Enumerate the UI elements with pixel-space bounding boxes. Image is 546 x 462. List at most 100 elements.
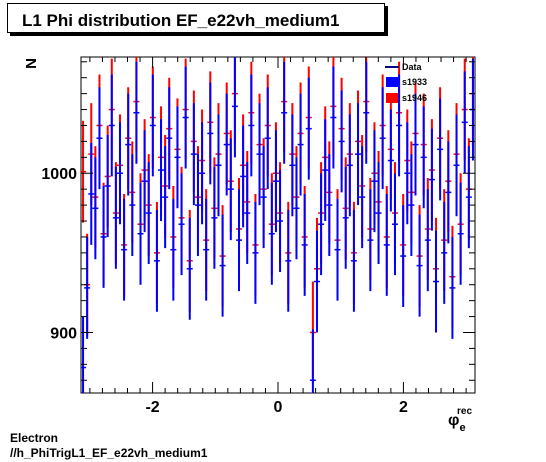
data-point-s1933-79: [404, 122, 411, 225]
data-point-s1933-39: [240, 125, 247, 228]
data-point-s1933-33: [215, 114, 222, 217]
data-point-s1933-1: [84, 236, 91, 339]
data-marks: [81, 57, 475, 393]
data-point-s1933-89: [445, 141, 452, 244]
data-point-s1933-71: [371, 130, 378, 233]
axes: -2 0 2 900 1000: [41, 57, 475, 416]
data-point-s1933-86: [433, 230, 440, 333]
data-point-s1933-73: [379, 87, 386, 190]
data-point-s1933-37: [231, 57, 238, 158]
data-point-s1933-29: [199, 122, 206, 225]
data-point-s1933-87: [437, 98, 444, 201]
data-point-s1933-51: [289, 114, 296, 217]
data-point-s1933-64: [342, 166, 349, 269]
data-point-s1933-13: [133, 61, 140, 164]
data-point-s1933-68: [359, 146, 366, 249]
data-point-s1933-88: [441, 201, 448, 304]
data-point-s1933-42: [252, 201, 259, 304]
data-point-s1933-65: [346, 114, 353, 217]
data-point-s1933-80: [408, 154, 415, 257]
data-point-s1933-76: [391, 173, 398, 276]
data-point-s1933-41: [248, 74, 255, 177]
data-point-s1933-2: [88, 142, 95, 245]
data-point-s1933-91: [453, 114, 460, 217]
data-point-s1933-85: [428, 128, 435, 231]
data-point-s1933-59: [322, 119, 329, 222]
data-point-s1933-4: [96, 87, 103, 190]
x-tick-label: -2: [145, 399, 159, 416]
data-point-s1933-12: [129, 154, 136, 257]
data-point-s1933-47: [272, 130, 279, 233]
data-point-s1933-8: [112, 166, 119, 269]
legend-entry-s1946: s1946: [386, 93, 427, 103]
data-point-s1933-74: [383, 193, 390, 296]
data-point-s1933-6: [104, 135, 111, 237]
legend-label: s1946: [402, 93, 427, 103]
data-point-s1933-69: [363, 61, 370, 164]
data-point-s1933-44: [260, 146, 267, 249]
data-point-s1933-83: [420, 106, 427, 209]
data-point-s1933-40: [244, 162, 251, 265]
data-point-s1933-20: [162, 146, 169, 249]
data-point-s1933-66: [350, 209, 357, 312]
data-point-s1933-53: [297, 93, 304, 196]
data-point-s1933-16: [145, 162, 152, 265]
data-point-s1933-78: [400, 205, 407, 308]
y-tick-label: 1000: [41, 166, 77, 183]
data-point-s1933-67: [355, 103, 362, 206]
data-point-s1933-28: [194, 154, 201, 257]
legend: Data s1933 s1946: [385, 62, 427, 103]
data-point-s1933-94: [465, 146, 472, 249]
data-point-s1933-81: [412, 93, 419, 196]
data-point-s1933-35: [223, 93, 230, 196]
data-point-s1933-55: [305, 77, 312, 180]
title-box: L1 Phi distribution EF_e22vh_medium1: [7, 3, 385, 33]
y-tick-label: 900: [50, 325, 77, 342]
data-point-s1933-9: [116, 122, 123, 225]
data-point-s1933-43: [256, 103, 263, 206]
series-s1933: [81, 57, 475, 393]
data-point-s1933-14: [137, 182, 144, 285]
data-point-s1933-30: [203, 198, 210, 301]
y-axis-label: N: [23, 58, 40, 69]
data-point-s1933-48: [277, 170, 284, 272]
data-point-s1933-77: [396, 74, 403, 177]
data-point-s1933-82: [416, 214, 423, 317]
legend-label: Data: [402, 62, 423, 72]
data-point-s1933-84: [424, 189, 431, 292]
data-point-s1933-23: [174, 106, 181, 209]
data-point-s1933-70: [367, 189, 374, 292]
data-point-s1933-31: [207, 82, 214, 185]
data-point-s1933-24: [178, 173, 185, 276]
x-tick-label: 0: [274, 399, 283, 416]
data-point-s1933-36: [227, 138, 234, 241]
data-point-s1933-26: [186, 217, 193, 320]
x-axis-label: φe: [448, 412, 466, 434]
data-point-s1933-22: [170, 198, 177, 301]
data-point-s1933-46: [268, 182, 275, 285]
footer-histogram-name: //h_PhiTrigL1_EF_e22vh_medium1: [10, 446, 208, 460]
data-point-s1933-58: [318, 173, 325, 276]
data-point-s1933-5: [100, 185, 107, 288]
data-point-s1933-38: [236, 189, 243, 292]
x-tick-label: 2: [399, 399, 408, 416]
data-point-s1933-50: [285, 209, 292, 312]
legend-entry-Data: Data: [385, 62, 423, 72]
data-point-s1933-63: [338, 90, 345, 193]
data-point-s1933-75: [387, 109, 394, 212]
data-point-s1933-72: [375, 162, 382, 265]
data-point-s1933-34: [219, 214, 226, 317]
data-point-s1946-0: [81, 120, 87, 223]
data-point-s1933-0: [81, 316, 87, 393]
x-axis-label-symbol: φ: [448, 412, 459, 429]
data-point-s1933-21: [166, 87, 173, 190]
data-point-s1933-10: [121, 198, 128, 301]
data-point-s1933-27: [190, 103, 197, 206]
data-point-s1933-17: [149, 74, 156, 177]
data-point-s1933-19: [158, 119, 165, 222]
data-point-s1933-57: [313, 230, 320, 333]
legend-swatch-box: [386, 93, 398, 103]
legend-entry-s1933: s1933: [386, 77, 427, 87]
data-point-s1933-25: [182, 66, 189, 169]
chart-title: L1 Phi distribution EF_e22vh_medium1: [22, 11, 340, 30]
